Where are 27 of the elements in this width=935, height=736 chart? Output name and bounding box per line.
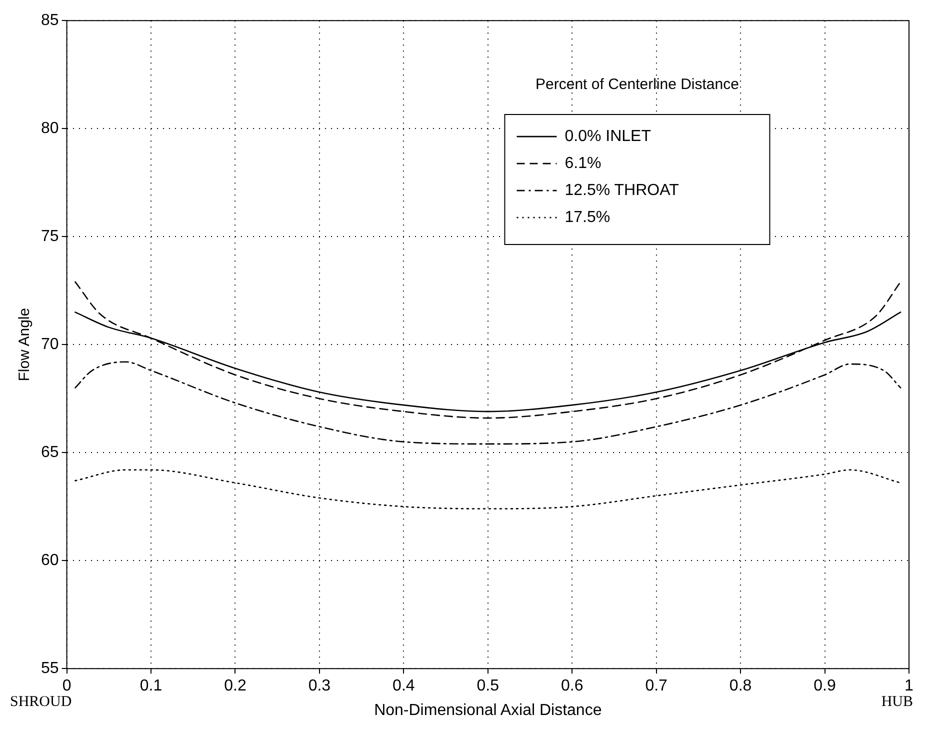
legend-label: 17.5%	[564, 208, 610, 226]
legend-label: 0.0% INLET	[564, 128, 652, 145]
x-tick-label: 0.6	[560, 678, 584, 695]
legend-label: 6.1%	[564, 154, 602, 172]
x-tick-label: 0.4	[392, 678, 415, 695]
x-tick-label: 0.8	[729, 678, 752, 695]
x-tick-label: 0.3	[308, 678, 331, 695]
x-tick-label: 0.5	[476, 678, 500, 695]
x-tick-label: 0.7	[645, 678, 668, 695]
y-tick-label: 75	[41, 228, 59, 246]
x-tick-label: 0.9	[814, 678, 836, 695]
y-axis-title: Flow Angle	[16, 308, 34, 382]
x-tick-label: 0.2	[224, 678, 246, 695]
y-tick-label: 55	[41, 660, 59, 678]
x-tick-label: 1	[904, 678, 914, 695]
text: SHROUD	[10, 694, 72, 710]
y-tick-label: 65	[41, 444, 59, 462]
text: HUB	[881, 694, 913, 710]
legend-label: 12.5% THROAT	[564, 182, 680, 199]
y-tick-label: 80	[41, 120, 59, 138]
x-axis-title: Non-Dimensional Axial Distance	[374, 702, 602, 719]
y-tick-label: 85	[41, 12, 59, 30]
x-tick-label: 0	[62, 678, 72, 695]
y-tick-label: 70	[41, 336, 59, 354]
legend-title: Percent of Centerline Distance	[536, 76, 739, 94]
x-tick-label: 0.1	[140, 678, 162, 695]
y-tick-label: 60	[41, 552, 59, 570]
